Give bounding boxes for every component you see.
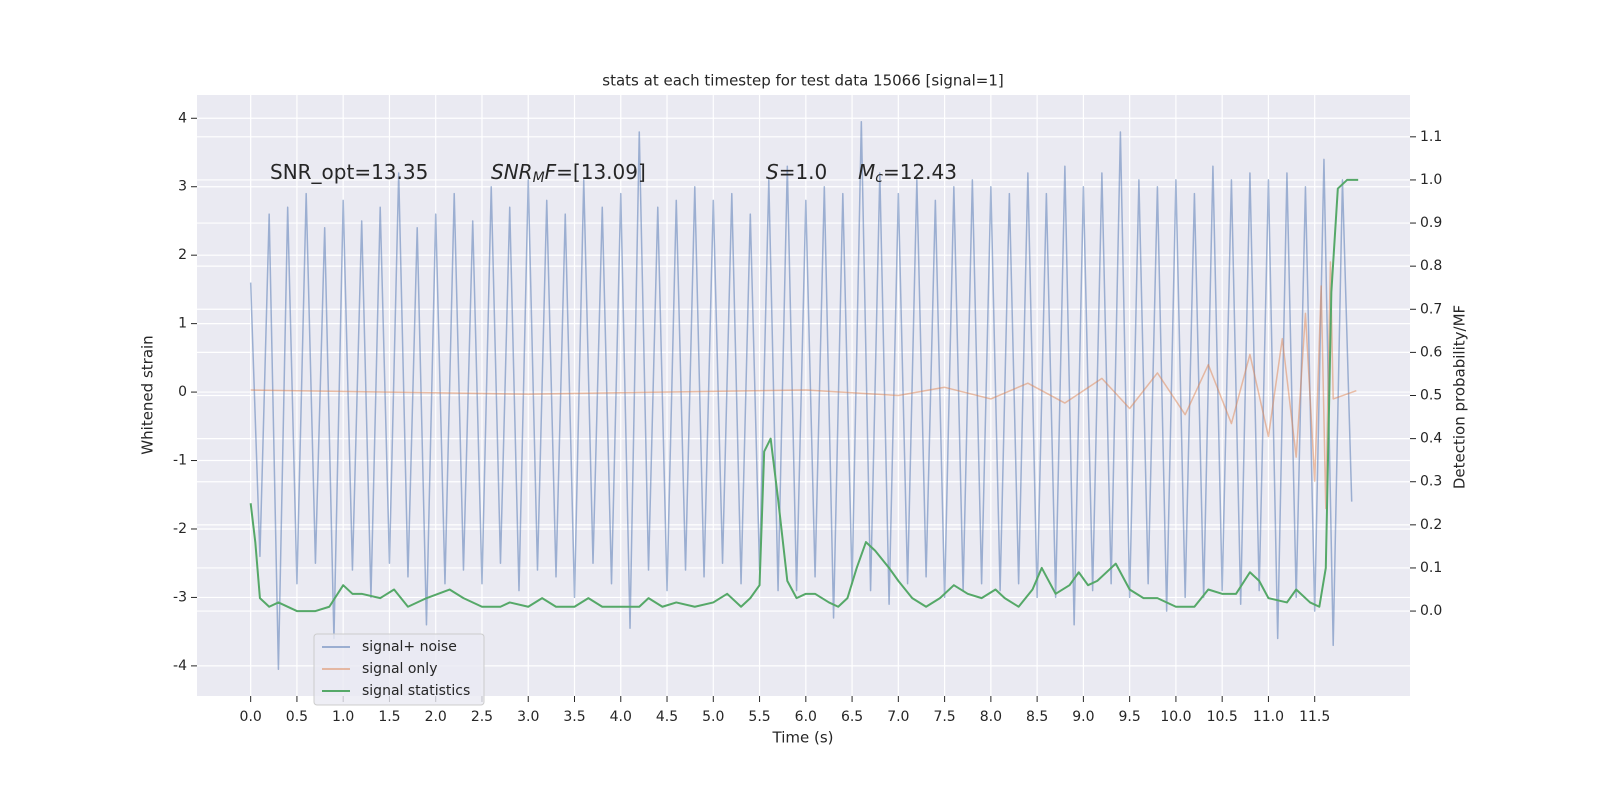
y2-tick-label: 0.2 — [1420, 517, 1442, 533]
axes: 0.0 0.5 1.0 1.5 2.0 2.5 3.0 3.5 4.0 4.5 5.0 5.5 6.0 6… — [173, 110, 1442, 725]
chart-title: stats at each timestep for test data 150… — [602, 72, 1003, 90]
x-tick-label: 0.5 — [286, 709, 308, 725]
x-tick-label: 1.0 — [332, 709, 354, 725]
x-tick-label: 11.5 — [1299, 709, 1330, 725]
annotation-part: =1.0 — [779, 160, 828, 184]
x-axis-label: Time (s) — [772, 729, 834, 747]
annotation-part: SNR_opt=13.35 — [270, 160, 428, 184]
annotation: Mc=12.43 — [858, 160, 957, 187]
y2-tick-label: 0.1 — [1420, 560, 1442, 576]
y-tick-label: 2 — [178, 247, 187, 263]
legend: signal+ noise signal only signal statistic… — [313, 633, 485, 706]
y2-axis-label: Detection probability/MF — [1451, 305, 1469, 489]
annotation-part: =[13.09] — [556, 160, 646, 184]
x-tick-label: 9.0 — [1072, 709, 1094, 725]
y-tick-label: 4 — [178, 110, 187, 126]
data-line — [249, 178, 1359, 613]
x-tick-label: 3.0 — [517, 709, 539, 725]
x-tick-label: 5.0 — [702, 709, 724, 725]
x-tick-label: 2.5 — [471, 709, 493, 725]
x-tick-label: 2.0 — [425, 709, 447, 725]
annotation-part: =12.43 — [883, 160, 957, 184]
annotation: SNR_opt=13.35 — [270, 160, 428, 184]
annotation-part: S — [766, 160, 779, 184]
legend-label: signal only — [362, 661, 437, 677]
annotation-part: SNR — [491, 160, 533, 184]
legend-box — [313, 633, 485, 706]
y2-tick-label: 1.0 — [1420, 172, 1442, 188]
annotation-part: M — [533, 170, 545, 186]
x-tick-label: 5.5 — [748, 709, 770, 725]
y-tick-label: -2 — [173, 521, 187, 537]
y2-tick-label: 0.0 — [1420, 603, 1442, 619]
annotation-part: c — [875, 170, 883, 186]
y-axis-label: Whitened strain — [139, 335, 157, 454]
y-tick-label: 1 — [178, 316, 187, 332]
x-tick-label: 8.5 — [1026, 709, 1048, 725]
annotations: SNR_opt=13.35 SNRMF=[13.09] S=1.0 Mc=12.43 — [270, 160, 957, 187]
y-tick-label: -1 — [173, 453, 187, 469]
y-tick-label: -3 — [173, 589, 187, 605]
x-tick-label: 6.5 — [841, 709, 863, 725]
x-tick-label: 9.5 — [1119, 709, 1141, 725]
data-line — [249, 120, 1353, 671]
y2-tick-label: 0.5 — [1420, 388, 1442, 404]
y2-tick-label: 0.9 — [1420, 215, 1442, 231]
x-tick-label: 4.0 — [610, 709, 632, 725]
x-tick-label: 6.0 — [795, 709, 817, 725]
legend-label: signal statistics — [362, 683, 470, 699]
x-tick-label: 8.0 — [980, 709, 1002, 725]
annotation-part: M — [858, 160, 875, 184]
x-tick-label: 7.0 — [887, 709, 909, 725]
annotation: S=1.0 — [766, 160, 827, 184]
data-line — [250, 261, 1357, 510]
y2-tick-label: 0.4 — [1420, 431, 1442, 447]
y-tick-label: 3 — [178, 179, 187, 195]
y-tick-label: 0 — [178, 384, 187, 400]
y2-tick-label: 1.1 — [1420, 129, 1442, 145]
annotation: SNRMF=[13.09] — [491, 160, 646, 187]
annotation-part: F — [545, 160, 557, 184]
x-tick-label: 3.5 — [563, 709, 585, 725]
x-tick-label: 10.0 — [1160, 709, 1191, 725]
x-tick-label: 7.5 — [933, 709, 955, 725]
x-tick-label: 0.0 — [240, 709, 262, 725]
y2-tick-label: 0.6 — [1420, 344, 1442, 360]
legend-label: signal+ noise — [362, 639, 457, 655]
x-tick-label: 11.0 — [1253, 709, 1284, 725]
y-tick-label: -4 — [173, 658, 187, 674]
x-tick-label: 1.5 — [378, 709, 400, 725]
x-tick-label: 10.5 — [1207, 709, 1238, 725]
y2-tick-label: 0.3 — [1420, 474, 1442, 490]
y2-tick-label: 0.8 — [1420, 258, 1442, 274]
series — [249, 120, 1359, 671]
y2-tick-label: 0.7 — [1420, 301, 1442, 317]
x-tick-label: 4.5 — [656, 709, 678, 725]
